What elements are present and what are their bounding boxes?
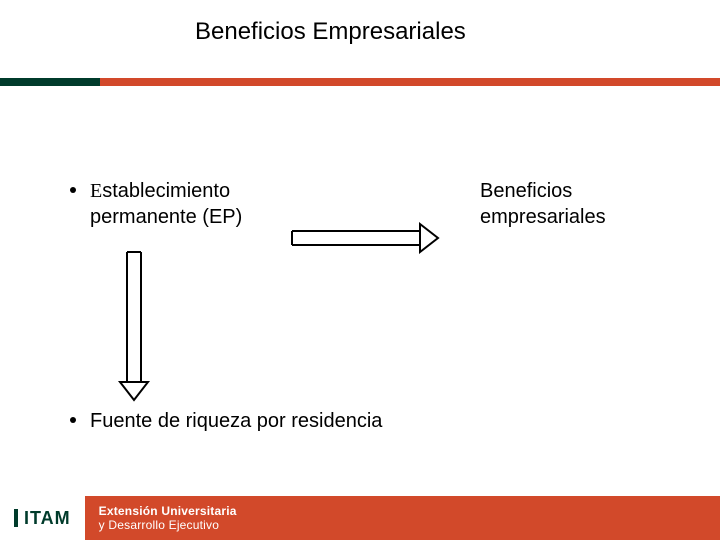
bullet-fuente-text: Fuente de riqueza por residencia [90,408,382,434]
arrow-down-icon [118,250,150,402]
bullet-ep-line2: permanente (EP) [90,206,242,228]
right-line2: empresariales [480,206,606,228]
footer: ITAM Extensión Universitaria y Desarroll… [0,496,720,540]
slide: Beneficios Empresariales Establecimiento… [0,0,720,540]
right-block: Beneficios empresariales [480,178,606,230]
page-title: Beneficios Empresariales [195,18,466,46]
bullet-ep: Establecimiento permanente (EP) [70,178,242,230]
arrow-right-icon [290,222,440,254]
footer-line2: y Desarrollo Ejecutivo [99,518,720,532]
bullet-ep-text: Establecimiento permanente (EP) [90,178,242,230]
right-line1: Beneficios [480,180,572,202]
bullet-dot-icon [70,187,76,193]
footer-line1: Extensión Universitaria [99,504,720,518]
footer-logo-box: ITAM [0,496,85,540]
divider-green [0,78,100,86]
divider-spacer [0,86,720,104]
bullet-ep-firstchar: E [90,180,102,202]
itam-logo: ITAM [14,509,71,527]
bullet-dot-icon [70,417,76,423]
divider-orange [100,78,720,86]
footer-text-box: Extensión Universitaria y Desarrollo Eje… [85,496,720,540]
bullet-ep-line1-rest: stablecimiento [102,180,230,202]
bullet-fuente: Fuente de riqueza por residencia [70,408,382,434]
